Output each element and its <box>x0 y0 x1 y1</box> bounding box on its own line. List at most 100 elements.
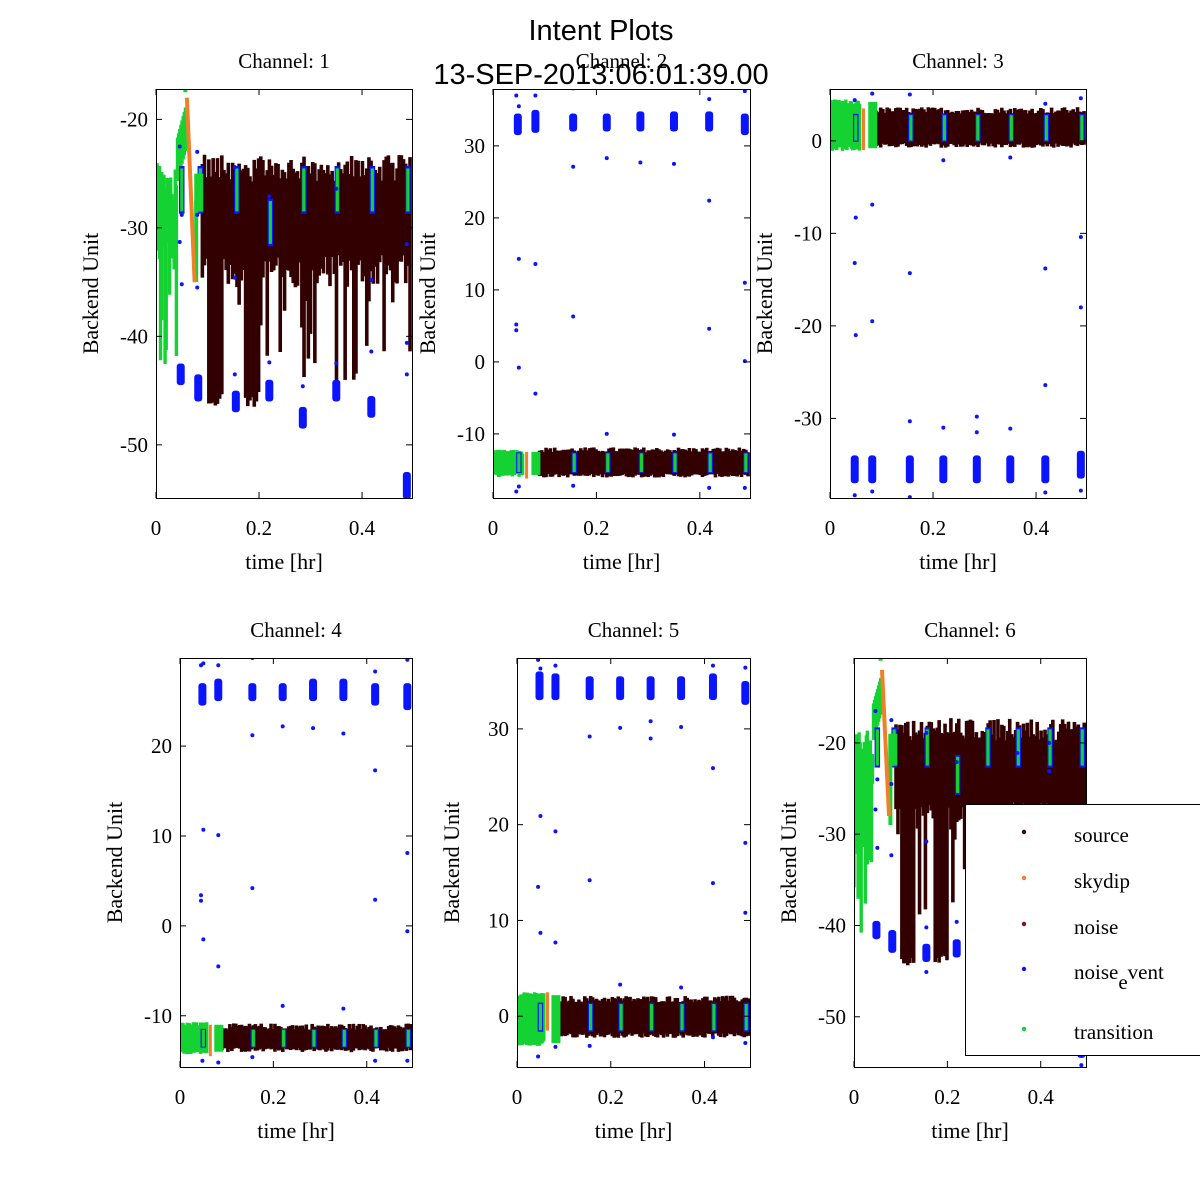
legend-label: noiseevent <box>1074 960 1164 994</box>
noise-event-point <box>638 160 643 165</box>
noise-event-cluster <box>367 396 376 418</box>
noise-event-point <box>514 93 519 98</box>
series-noise-event <box>198 658 412 1065</box>
panel-channel-5: 0 0.2 0.4 30 20 10 0 Channel: 5 time [hr] Backend… <box>439 618 751 1143</box>
y-tick-label: -50 <box>120 433 148 457</box>
noise-event-cluster <box>585 676 594 701</box>
noise-event-point <box>974 414 979 419</box>
noise-event-point <box>870 489 875 494</box>
noise-event-point <box>710 663 715 668</box>
series-transition <box>180 1022 412 1055</box>
noise-event-cluster <box>176 363 185 386</box>
noise-event-cluster <box>551 673 560 701</box>
legend-item-noise-event: noiseevent <box>1021 960 1164 994</box>
noise-event-point <box>405 851 410 856</box>
panel-title: Channel: 2 <box>576 49 668 73</box>
noise-event-point <box>571 164 576 169</box>
noise-event-point <box>954 919 959 924</box>
axes-frame <box>517 658 751 1068</box>
noise-event-point <box>369 277 374 282</box>
noise-event-point <box>852 260 857 265</box>
noise-event-point <box>870 202 875 207</box>
y-tick-label: -30 <box>120 216 148 240</box>
noise-event-cluster <box>402 471 411 498</box>
series-transition <box>517 992 749 1046</box>
skydip-trace <box>880 669 892 817</box>
noise-event-point <box>889 781 894 786</box>
x-tick-label: 0 <box>488 516 499 540</box>
plot-area <box>156 89 412 498</box>
noise-event-cluster <box>646 676 655 701</box>
legend-item-transition: transition <box>1021 1020 1154 1044</box>
series-noise-event <box>535 658 750 1059</box>
noise-event-point <box>587 878 592 883</box>
figure-subtitle: 13-SEP-2013:06:01:39.00 <box>433 59 768 91</box>
noise-event-point <box>553 940 558 945</box>
series-skydip <box>184 97 197 283</box>
noise-event-point <box>199 893 204 898</box>
x-axis-label: time [hr] <box>583 549 661 574</box>
y-tick-label: -50 <box>818 1005 846 1029</box>
noise-event-cluster <box>741 680 750 705</box>
noise-event-cluster <box>371 683 380 706</box>
noise-event-point <box>195 212 200 217</box>
y-tick-label: -20 <box>818 731 846 755</box>
x-tick-label: 0.2 <box>260 1085 286 1109</box>
noise-event-point <box>267 194 272 199</box>
noise-event-point <box>334 186 339 191</box>
noise-event-point <box>216 964 221 969</box>
noise-event-cluster <box>669 111 678 132</box>
x-axis-label: time [hr] <box>919 549 997 574</box>
y-axis-label: Backend Unit <box>102 802 127 924</box>
noise-event-point <box>1047 769 1052 774</box>
noise-event-point <box>852 98 857 103</box>
x-tick-label: 0.2 <box>598 1085 624 1109</box>
panel-channel-1: 0 0.2 0.4 -20 -30 -40 -50 Channel: 1 time [hr] Ba… <box>78 49 413 574</box>
panel-channel-6: 0 0.2 0.4 -20 -30 -40 -50 Channel: 6 time [hr] Ba… <box>776 618 1087 1143</box>
transition-post-skydip <box>888 733 898 766</box>
noise-event-point <box>533 261 538 266</box>
panel-channel-3: 0 0.2 0.4 0 -10 -20 -30 Channel: 3 time [hr] Back… <box>752 49 1087 574</box>
noise-event-point <box>907 495 912 498</box>
noise-event-point <box>852 493 857 498</box>
x-tick-label: 0.4 <box>1023 516 1050 540</box>
noise-event-cluster <box>332 379 341 402</box>
panel-channel-4: 0 0.2 0.4 20 10 0 -10 Channel: 4 time [hr] Backen… <box>102 618 413 1143</box>
y-tick-label: 0 <box>812 129 823 153</box>
axes-frame <box>180 658 413 1068</box>
legend-label-subscript: e <box>1118 970 1127 994</box>
noise-event-point <box>516 256 521 261</box>
series-transition <box>854 658 1086 933</box>
x-tick-label: 0.4 <box>349 516 376 540</box>
legend-label: noise <box>1074 915 1118 939</box>
noise-event-point <box>742 280 747 285</box>
noise-event-point <box>1047 740 1052 745</box>
panel-title: Channel: 3 <box>912 49 1004 73</box>
plot-area <box>830 91 1086 498</box>
noise-event-cluster <box>265 379 274 402</box>
y-tick-label: -20 <box>794 314 822 338</box>
y-tick-label: 30 <box>488 717 509 741</box>
y-tick-label: -10 <box>794 221 822 245</box>
noise-event-point <box>604 431 609 436</box>
noise-event-cluster <box>602 113 611 132</box>
noise-event-point <box>1043 101 1048 106</box>
noise-event-point <box>710 881 715 886</box>
y-tick-label: -20 <box>120 107 148 131</box>
transition-post-skydip <box>194 173 204 212</box>
noise-event-point <box>232 372 237 377</box>
x-axis-label: time [hr] <box>931 1118 1009 1143</box>
noise-event-point <box>924 839 929 844</box>
noise-event-point <box>941 425 946 430</box>
noise-event-point <box>671 161 676 166</box>
noise-event-cluster <box>708 673 717 701</box>
noise-event-point <box>1015 750 1020 755</box>
noise-event-point <box>195 149 200 154</box>
noise-event-point <box>516 484 521 489</box>
noise-event-cluster <box>298 406 307 429</box>
noise-event-point <box>941 158 946 163</box>
y-tick-label: 20 <box>464 206 485 230</box>
panel-title: Channel: 1 <box>238 49 330 73</box>
plot-area <box>180 658 412 1065</box>
series-source <box>220 1023 412 1053</box>
